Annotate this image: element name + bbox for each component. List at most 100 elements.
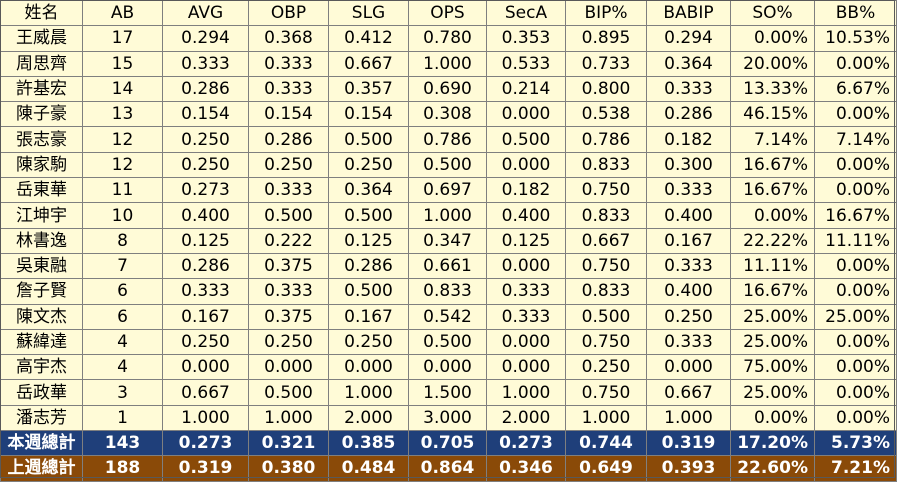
table-row: 高宇杰 4 0.000 0.000 0.000 0.000 0.000 0.250 0.000 7…	[0, 354, 897, 381]
stat-cell: 0.895	[565, 25, 647, 52]
total-stat-cell: 0.385	[328, 430, 409, 457]
stat-cell: 16.67%	[730, 177, 815, 204]
player-name-cell: 張志豪	[0, 126, 83, 153]
stat-cell: 0.182	[486, 177, 566, 204]
stat-cell: 0.154	[248, 101, 329, 128]
table-row: 岳政華 3 0.667 0.500 1.000 1.500 1.000 0.750 0.667 2…	[0, 379, 897, 406]
stat-cell: 0.500	[328, 278, 409, 305]
stat-cell: 0.750	[565, 177, 647, 204]
stat-cell: 0.250	[565, 354, 647, 381]
stat-cell: 0.333	[486, 278, 566, 305]
stat-cell: 0.333	[646, 75, 731, 103]
stat-cell: 0.333	[248, 50, 329, 77]
stat-cell: 0.286	[162, 252, 249, 280]
stat-cell: 3.000	[408, 404, 487, 432]
stat-cell: 0.780	[408, 25, 487, 52]
stat-cell: 0.300	[646, 151, 731, 179]
player-name-cell: 陳文杰	[0, 303, 83, 330]
column-header: OBP	[248, 0, 329, 27]
total-stat-cell: 0.393	[646, 455, 731, 482]
stat-cell: 0.542	[408, 303, 487, 330]
player-name-cell: 吳東融	[0, 252, 83, 280]
stat-cell: 16.67%	[730, 151, 815, 179]
total-stat-cell: 0.705	[408, 430, 487, 457]
stat-cell: 25.00%	[730, 328, 815, 356]
stat-cell: 0.375	[248, 252, 329, 280]
stat-cell: 0.000	[486, 151, 566, 179]
stat-cell: 0.333	[248, 75, 329, 103]
stat-cell: 0.347	[408, 227, 487, 254]
stat-cell: 11.11%	[730, 252, 815, 280]
stat-cell: 0.500	[328, 202, 409, 229]
stat-cell: 7.14%	[814, 126, 897, 153]
table-row: 陳子豪 13 0.154 0.154 0.154 0.308 0.000 0.538 0.286…	[0, 101, 897, 128]
table-row: 周思齊 15 0.333 0.333 0.667 1.000 0.533 0.733 0.364…	[0, 50, 897, 77]
header-row: 姓名 AB AVG OBP SLG OPS SecA BIP% BABIP SO% BB%	[0, 0, 897, 27]
table-row: 陳文杰 6 0.167 0.375 0.167 0.542 0.333 0.500 0.250 2…	[0, 303, 897, 330]
stat-cell: 0.00%	[814, 354, 897, 381]
player-name-cell: 周思齊	[0, 50, 83, 77]
stat-cell: 20.00%	[730, 50, 815, 77]
stat-cell: 0.333	[486, 303, 566, 330]
stat-cell: 0.833	[565, 278, 647, 305]
stat-cell: 25.00%	[730, 379, 815, 406]
table-row: 江坤宇 10 0.400 0.500 0.500 1.000 0.400 0.833 0.400…	[0, 202, 897, 229]
stat-cell: 0.786	[565, 126, 647, 153]
total-row-this-week: 本週總計 143 0.273 0.321 0.385 0.705 0.273 0.744 0.3…	[0, 430, 897, 457]
total-stat-cell: 0.319	[646, 430, 731, 457]
stat-cell: 0.333	[162, 50, 249, 77]
stat-cell: 0.500	[408, 328, 487, 356]
stat-cell: 0.412	[328, 25, 409, 52]
table-row: 王威晨 17 0.294 0.368 0.412 0.780 0.353 0.895 0.294…	[0, 25, 897, 52]
column-header: AVG	[162, 0, 249, 27]
stat-cell: 0.333	[162, 278, 249, 305]
stat-cell: 0.250	[162, 126, 249, 153]
stat-cell: 0.000	[248, 354, 329, 381]
stat-cell: 0.125	[162, 227, 249, 254]
stat-cell: 0.00%	[814, 379, 897, 406]
stat-cell: 0.250	[248, 151, 329, 179]
stat-cell: 0.000	[646, 354, 731, 381]
stat-cell: 0.308	[408, 101, 487, 128]
stat-cell: 0.250	[328, 328, 409, 356]
stat-cell: 0.833	[408, 278, 487, 305]
total-label-cell: 本週總計	[0, 430, 83, 457]
stat-cell: 0.333	[646, 177, 731, 204]
stat-cell: 0.294	[646, 25, 731, 52]
stat-cell: 6.67%	[814, 75, 897, 103]
stat-cell: 0.286	[328, 252, 409, 280]
stat-cell: 0.333	[248, 278, 329, 305]
total-label-cell: 上週總計	[0, 455, 83, 482]
stat-cell: 0.400	[486, 202, 566, 229]
stat-cell: 0.800	[565, 75, 647, 103]
stat-cell: 0.167	[328, 303, 409, 330]
stat-cell: 0.667	[565, 227, 647, 254]
stat-cell: 15	[82, 50, 163, 77]
stat-cell: 1.000	[162, 404, 249, 432]
stat-cell: 1.000	[248, 404, 329, 432]
stat-cell: 1	[82, 404, 163, 432]
stat-cell: 0.400	[646, 202, 731, 229]
total-stat-cell: 17.20%	[730, 430, 815, 457]
stat-cell: 12	[82, 126, 163, 153]
stat-cell: 0.500	[486, 126, 566, 153]
stat-cell: 0.368	[248, 25, 329, 52]
stat-cell: 0.375	[248, 303, 329, 330]
column-header: OPS	[408, 0, 487, 27]
stat-cell: 0.125	[328, 227, 409, 254]
stat-cell: 16.67%	[814, 202, 897, 229]
total-stat-cell: 0.649	[565, 455, 647, 482]
stat-cell: 2.000	[328, 404, 409, 432]
stat-cell: 0.750	[565, 379, 647, 406]
stat-cell: 0.000	[486, 354, 566, 381]
stat-cell: 1.500	[408, 379, 487, 406]
total-stat-cell: 188	[82, 455, 163, 482]
stat-cell: 0.00%	[814, 278, 897, 305]
stat-cell: 0.733	[565, 50, 647, 77]
stat-cell: 0.286	[646, 101, 731, 128]
stat-cell: 0.250	[328, 151, 409, 179]
total-stat-cell: 0.484	[328, 455, 409, 482]
stat-cell: 0.364	[328, 177, 409, 204]
stat-cell: 1.000	[328, 379, 409, 406]
